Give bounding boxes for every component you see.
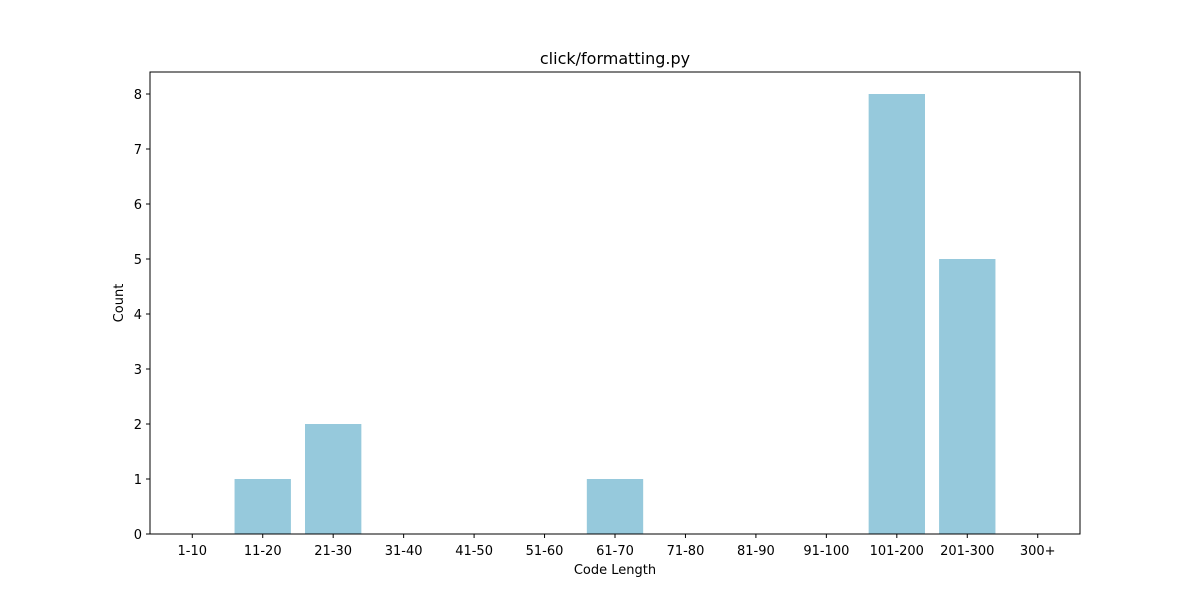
y-tick-label: 0 <box>134 528 142 543</box>
bar-61-70 <box>586 479 644 534</box>
x-tick-label: 21-30 <box>314 544 352 559</box>
x-tick-label: 81-90 <box>737 544 775 559</box>
y-tick-label: 7 <box>134 143 142 158</box>
x-axis-ticks: 1-10 11-20 21-30 31-40 41-50 51-60 61-70 71-80 8… <box>178 534 1056 559</box>
y-axis-label: Count <box>112 284 127 323</box>
x-tick-label: 71-80 <box>667 544 705 559</box>
x-tick-label: 201-300 <box>940 544 994 559</box>
bar-11-20 <box>234 479 291 534</box>
bar-101-200 <box>868 94 925 534</box>
bars-group <box>234 94 996 534</box>
bar-201-300 <box>939 259 996 534</box>
x-axis-label: Code Length <box>574 563 656 578</box>
x-tick-label: 91-100 <box>803 544 849 559</box>
x-tick-label: 11-20 <box>244 544 282 559</box>
x-tick-label: 61-70 <box>596 544 634 559</box>
x-tick-label: 41-50 <box>455 544 493 559</box>
y-tick-label: 8 <box>134 88 142 103</box>
plot-frame <box>149 71 1081 535</box>
y-axis-ticks: 0 1 2 3 4 5 6 7 8 <box>134 88 150 543</box>
x-tick-label: 31-40 <box>385 544 423 559</box>
bar-21-30 <box>305 424 362 534</box>
y-tick-label: 5 <box>134 253 142 268</box>
y-tick-label: 3 <box>134 363 142 378</box>
y-tick-label: 4 <box>134 308 142 323</box>
y-tick-label: 1 <box>134 473 142 488</box>
x-tick-label: 300+ <box>1020 544 1056 559</box>
x-tick-label: 1-10 <box>178 544 208 559</box>
x-tick-label: 51-60 <box>526 544 564 559</box>
x-tick-label: 101-200 <box>870 544 924 559</box>
y-tick-label: 6 <box>134 198 142 213</box>
y-tick-label: 2 <box>134 418 142 433</box>
chart-title: click/formatting.py <box>540 49 690 68</box>
